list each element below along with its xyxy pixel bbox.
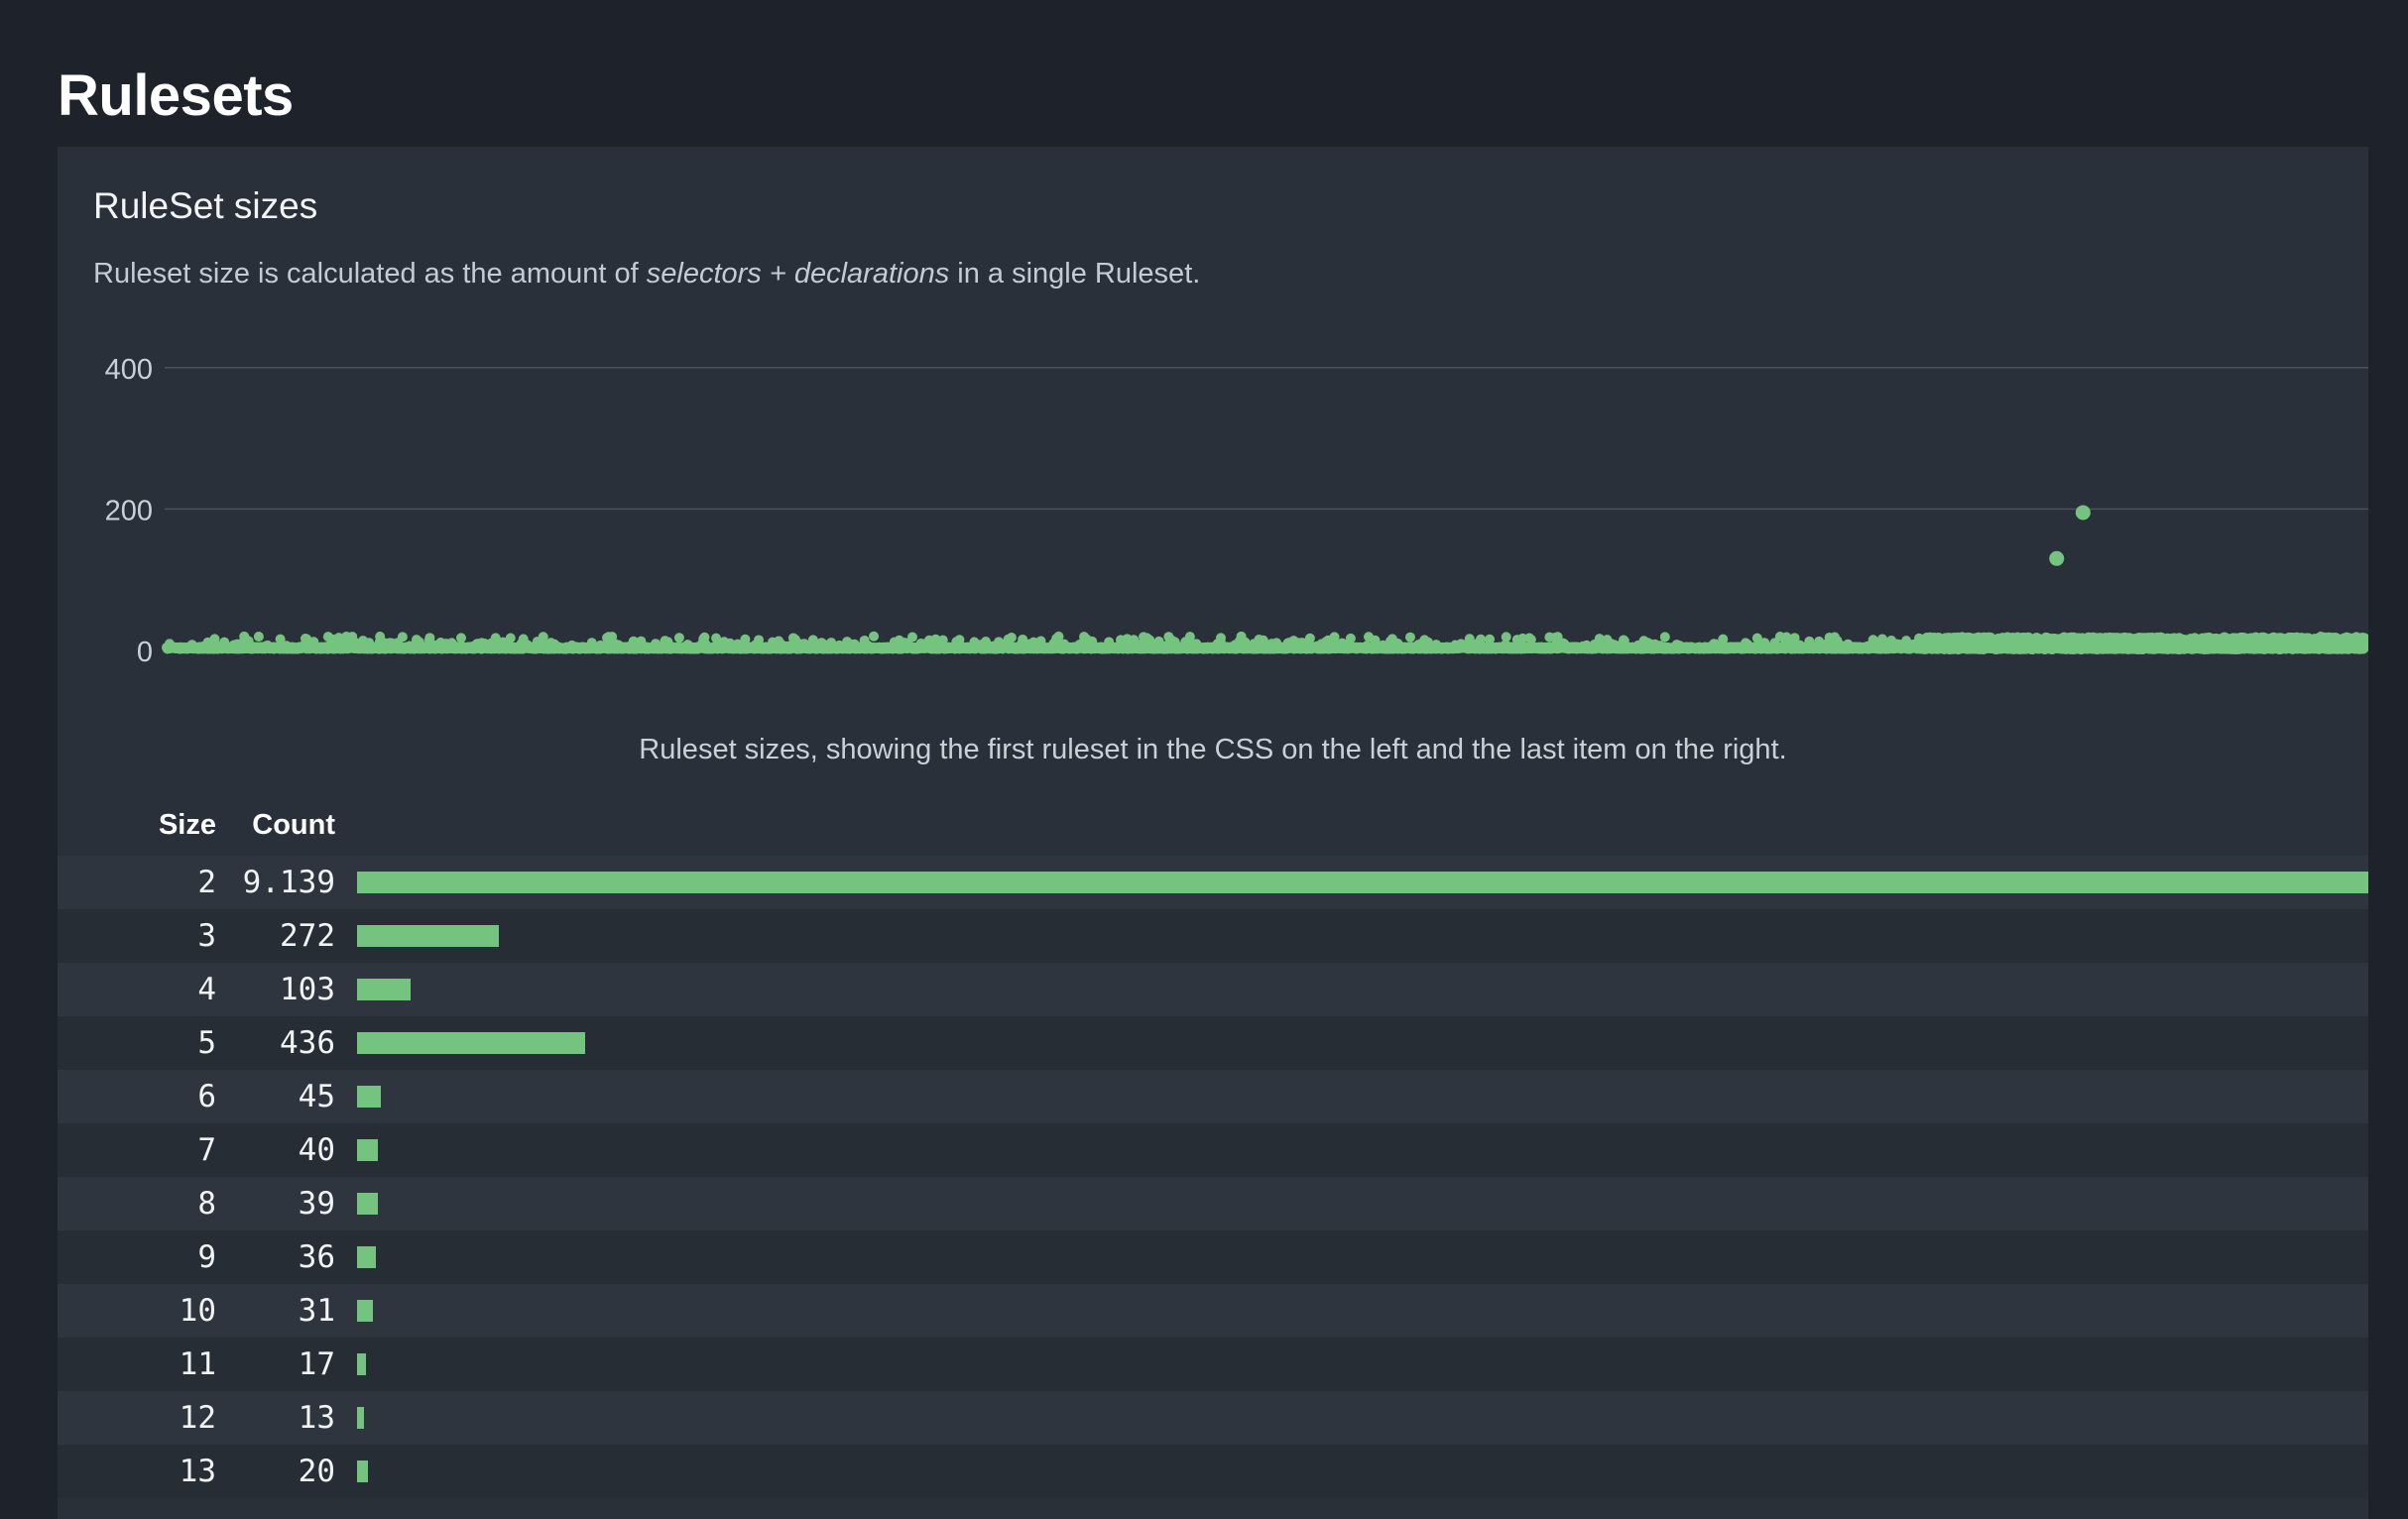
cell-count: 272: [280, 917, 335, 954]
table-row: 9 36: [58, 1229, 2368, 1284]
count-bar: [357, 1352, 366, 1375]
cell-size: 6: [197, 1078, 216, 1114]
cell-count: 20: [298, 1453, 335, 1489]
description-text-post: in a single Ruleset.: [949, 258, 1201, 291]
cell-count: 45: [298, 1078, 335, 1114]
cell-size: 8: [197, 1185, 216, 1222]
cell-size: 2: [197, 864, 216, 900]
table-row: 8 39: [58, 1176, 2368, 1230]
chart-ytick-label: 200: [105, 495, 153, 526]
cell-bar: [335, 1445, 2368, 1498]
cell-count: 40: [298, 1131, 335, 1168]
chart-ytick-label: 0: [137, 637, 153, 668]
table-row: 13 20: [58, 1444, 2368, 1498]
count-bar: [357, 924, 500, 947]
count-bar: [357, 1245, 376, 1268]
cell-bar: [335, 1123, 2368, 1177]
cell-count: 436: [280, 1024, 335, 1061]
cell-size: 5: [197, 1024, 216, 1061]
cell-count: 13: [298, 1399, 335, 1436]
cell-size: 10: [179, 1292, 216, 1329]
cell-count: 31: [298, 1292, 335, 1329]
table-row: 4 103: [58, 962, 2368, 1016]
cell-size: 12: [179, 1399, 216, 1436]
count-bar: [357, 1299, 374, 1322]
panel-description: Ruleset size is calculated as the amount…: [93, 256, 2368, 293]
table-row: 5 436: [58, 1015, 2368, 1070]
description-text-pre: Ruleset size is calculated as the amount…: [93, 258, 647, 291]
count-bar: [357, 1460, 368, 1482]
cell-count: 17: [298, 1345, 335, 1382]
table-row: 2 9.139: [58, 855, 2368, 909]
table-body: 2 9.139 3 272 4 103 5 436 6 45 7 40 8 39 9 36 10 31 11 17 12…: [58, 855, 2368, 1498]
cell-size: 9: [197, 1238, 216, 1275]
cell-bar: [335, 856, 2368, 909]
ruleset-size-table: Size Count 2 9.139 3 272 4 103 5 436 6 45 7 40 8 39 9 3…: [58, 809, 2368, 1498]
table-row: 3 272: [58, 908, 2368, 963]
table-row: 6 45: [58, 1069, 2368, 1123]
table-row: 7 40: [58, 1122, 2368, 1177]
table-row: 10 31: [58, 1283, 2368, 1338]
description-emphasis: selectors + declarations: [646, 258, 950, 291]
cell-size: 13: [179, 1453, 216, 1489]
cell-count: 9.139: [242, 864, 335, 900]
ruleset-sizes-panel: RuleSet sizes Ruleset size is calculated…: [58, 147, 2368, 1519]
count-bar: [357, 871, 2368, 893]
chart-points: [162, 505, 2368, 655]
cell-bar: [335, 1391, 2368, 1445]
cell-bar: [335, 1177, 2368, 1230]
cell-bar: [335, 1284, 2368, 1338]
count-bar: [357, 1406, 364, 1429]
count-bar: [357, 1192, 378, 1215]
ruleset-sizes-chart: 0 200 400: [58, 311, 2368, 728]
page-title: Rulesets: [58, 62, 294, 128]
cell-bar: [335, 1338, 2368, 1391]
chart-ytick-label: 400: [105, 354, 153, 386]
cell-bar: [335, 1070, 2368, 1123]
chart-caption: Ruleset sizes, showing the first ruleset…: [639, 734, 1787, 766]
count-bar: [357, 1138, 379, 1161]
cell-bar: [335, 1230, 2368, 1284]
count-bar: [357, 1031, 585, 1054]
cell-bar: [335, 909, 2368, 963]
table-header-row: Size Count: [58, 809, 2368, 856]
cell-count: 103: [280, 971, 335, 1007]
column-header-count: Count: [252, 808, 335, 841]
cell-bar: [335, 963, 2368, 1016]
chart-svg: 0 200 400: [105, 354, 2368, 668]
cell-size: 7: [197, 1131, 216, 1168]
cell-size: 4: [197, 971, 216, 1007]
count-bar: [357, 978, 412, 1000]
cell-size: 3: [197, 917, 216, 954]
column-header-size: Size: [158, 808, 216, 841]
cell-size: 11: [179, 1345, 216, 1382]
cell-bar: [335, 1016, 2368, 1070]
table-row: 12 13: [58, 1390, 2368, 1445]
count-bar: [357, 1085, 381, 1108]
column-header-bar: [335, 809, 2368, 856]
table-header: Size Count: [58, 809, 2368, 856]
cell-count: 36: [298, 1238, 335, 1275]
panel-heading: RuleSet sizes: [93, 185, 318, 226]
table-row: 11 17: [58, 1337, 2368, 1391]
cell-count: 39: [298, 1185, 335, 1222]
